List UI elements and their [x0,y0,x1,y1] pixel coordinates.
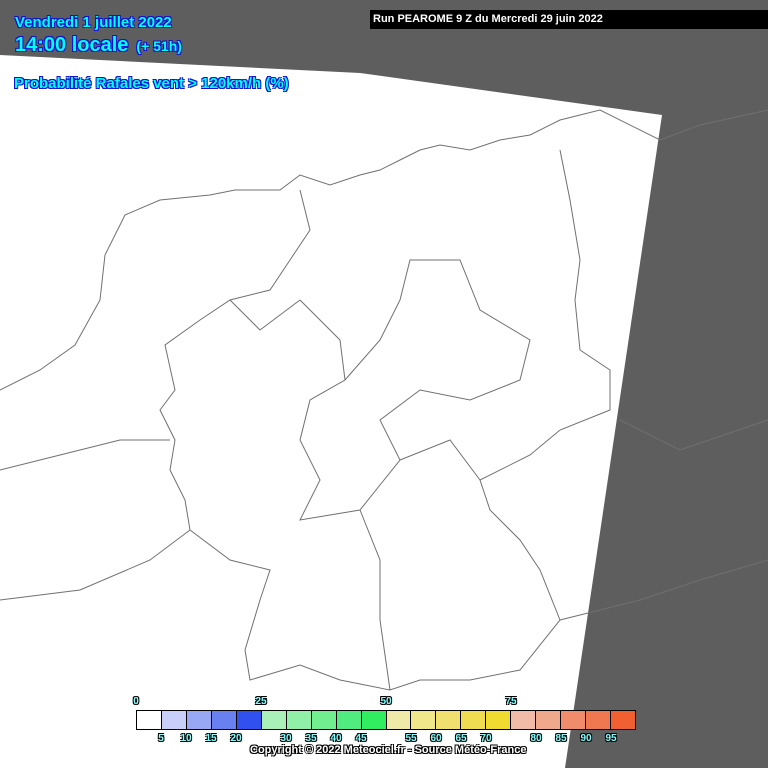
legend-swatch [161,711,187,729]
legend-label-top: 25 [255,696,267,707]
legend-swatch [261,711,287,729]
legend-swatch [361,711,387,729]
legend-swatch [436,711,462,729]
country-border [619,419,768,451]
state-border [229,299,301,331]
legend-label-bottom: 55 [405,733,417,744]
color-legend [136,710,636,730]
legend-label-bottom: 95 [605,733,617,744]
legend-label-top: 0 [133,696,139,707]
forecast-time: 14:00 locale (+ 51h) [15,34,182,57]
legend-label-bottom: 80 [530,733,542,744]
legend-label-bottom: 65 [455,733,467,744]
map-title: Probabilité Rafales vent > 120km/h (%) [14,75,289,92]
legend-swatch [511,711,537,729]
legend-label-bottom: 5 [158,733,164,744]
legend-swatch [611,711,636,729]
copyright: Copyright © 2022 Meteociel.fr - Source M… [250,744,527,756]
legend-label-bottom: 45 [355,733,367,744]
lead-time: (+ 51h) [136,38,182,54]
run-banner: Run PEAROME 9 Z du Mercredi 29 juin 2022 [370,10,768,29]
model-domain [0,55,662,768]
legend-label-top: 75 [505,696,517,707]
legend-swatch [211,711,237,729]
state-border [359,509,391,691]
legend-swatch [236,711,262,729]
borders [0,109,768,691]
legend-label-top: 50 [380,696,392,707]
legend-swatch [536,711,562,729]
state-border [299,259,531,521]
local-time: 14:00 locale [15,34,129,56]
forecast-date: Vendredi 1 juillet 2022 [15,14,172,31]
legend-label-bottom: 35 [305,733,317,744]
legend-swatch [486,711,512,729]
legend-label-bottom: 15 [205,733,217,744]
coastline [0,109,768,391]
legend-swatch [586,711,612,729]
legend-swatch [386,711,412,729]
legend-label-bottom: 10 [180,733,192,744]
legend-label-bottom: 70 [480,733,492,744]
legend-label-bottom: 30 [280,733,292,744]
legend-swatch [336,711,362,729]
state-border [399,439,481,481]
legend-swatch [311,711,337,729]
country-border [159,149,611,691]
legend-label-bottom: 85 [555,733,567,744]
legend-label-bottom: 90 [580,733,592,744]
legend-swatch [137,711,162,729]
legend-label-bottom: 40 [330,733,342,744]
country-border [0,439,170,471]
legend-swatch [411,711,437,729]
legend-swatch [186,711,212,729]
legend-swatch [286,711,312,729]
legend-swatch [561,711,587,729]
legend-label-bottom: 60 [430,733,442,744]
country-border [0,529,191,601]
legend-swatch [461,711,487,729]
country-border [559,559,768,621]
legend-label-bottom: 20 [230,733,242,744]
